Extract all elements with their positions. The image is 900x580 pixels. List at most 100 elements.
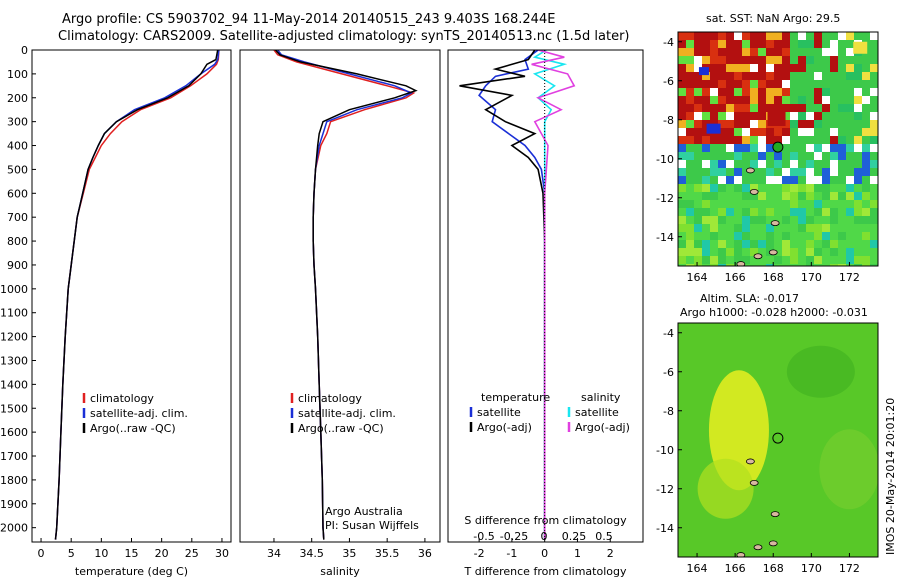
- sst-cell: [758, 240, 766, 248]
- sst-cell: [726, 264, 734, 266]
- map-y-tick-label: -4: [663, 327, 674, 340]
- sst-cell: [758, 184, 766, 192]
- sst-cell: [854, 112, 862, 120]
- sst-cell: [782, 40, 790, 48]
- sst-cell: [710, 256, 718, 264]
- sst-map-title: sat. SST: NaN Argo: 29.5: [706, 12, 840, 25]
- sst-cell: [782, 240, 790, 248]
- sst-cell: [766, 40, 774, 48]
- sst-cell: [766, 192, 774, 200]
- sst-cell: [774, 128, 782, 136]
- series-line: [277, 50, 414, 540]
- sst-cell: [806, 176, 814, 184]
- sst-cell: [686, 184, 694, 192]
- sst-cell: [854, 96, 862, 104]
- sst-cell: [814, 224, 822, 232]
- sst-cell: [702, 176, 710, 184]
- series-group: [54, 50, 220, 540]
- sst-cell: [742, 40, 750, 48]
- depth-tick-label: 600: [7, 187, 28, 200]
- sst-cell: [758, 80, 766, 88]
- sst-cell: [782, 128, 790, 136]
- sst-cell: [718, 72, 726, 80]
- sst-cell: [758, 128, 766, 136]
- x-tick-label: 10: [94, 547, 108, 560]
- sst-cell: [734, 232, 742, 240]
- sst-cell: [694, 136, 702, 144]
- sst-cell: [726, 88, 734, 96]
- sst-cell: [830, 256, 838, 264]
- sst-cell: [734, 32, 742, 40]
- sst-cell: [718, 176, 726, 184]
- x-top-tick-label: 0.5: [595, 530, 613, 543]
- sst-cell: [814, 88, 822, 96]
- sst-cell: [702, 136, 710, 144]
- legend-label: satellite: [477, 406, 521, 419]
- sst-cell: [766, 96, 774, 104]
- sst-cell: [830, 152, 838, 160]
- sst-cell: [822, 168, 830, 176]
- sst-cell: [686, 128, 694, 136]
- sst-cell: [830, 144, 838, 152]
- attribution-text: Argo Australia: [325, 505, 403, 518]
- sst-cell: [678, 104, 686, 112]
- sst-cell: [782, 192, 790, 200]
- sst-cell: [686, 192, 694, 200]
- sst-cell: [782, 200, 790, 208]
- sst-cell: [750, 200, 758, 208]
- sst-cell: [830, 40, 838, 48]
- sst-cell: [806, 208, 814, 216]
- sst-cell: [694, 248, 702, 256]
- sst-cell: [742, 200, 750, 208]
- sst-cell: [694, 48, 702, 56]
- sst-field: [678, 32, 878, 266]
- sst-cell: [742, 72, 750, 80]
- sst-cell: [862, 256, 870, 264]
- sst-cell: [726, 192, 734, 200]
- sst-cell: [686, 208, 694, 216]
- sst-cell: [782, 56, 790, 64]
- x-tick-label: -1: [506, 547, 517, 560]
- sst-cell: [782, 104, 790, 112]
- sst-cell: [678, 32, 686, 40]
- sst-cell: [790, 104, 798, 112]
- sst-cell: [782, 184, 790, 192]
- sst-cell: [702, 224, 710, 232]
- map-y-tick-label: -10: [656, 153, 674, 166]
- sst-cell: [702, 80, 710, 88]
- sst-cell: [806, 240, 814, 248]
- sst-cell: [766, 264, 774, 266]
- sst-cell: [846, 64, 854, 72]
- sst-cell: [734, 192, 742, 200]
- sst-cell: [686, 104, 694, 112]
- sst-cell: [710, 136, 718, 144]
- sst-cell: [742, 224, 750, 232]
- sst-cell: [774, 224, 782, 232]
- sst-cell: [806, 56, 814, 64]
- sst-cell: [774, 48, 782, 56]
- sst-cell: [694, 184, 702, 192]
- sst-cell: [702, 72, 710, 80]
- sst-cell: [766, 184, 774, 192]
- sst-cell: [750, 112, 758, 120]
- sst-cell: [686, 40, 694, 48]
- x-tick-label: 15: [125, 547, 139, 560]
- sst-cell: [830, 160, 838, 168]
- sst-cell: [686, 248, 694, 256]
- sst-cell: [822, 96, 830, 104]
- sst-cell: [710, 160, 718, 168]
- sst-cell: [710, 216, 718, 224]
- sst-cell: [854, 248, 862, 256]
- sst-cell: [686, 152, 694, 160]
- sst-cell: [814, 176, 822, 184]
- sst-cell: [734, 96, 742, 104]
- sst-cell: [734, 200, 742, 208]
- sst-cell: [814, 216, 822, 224]
- sst-cell: [846, 144, 854, 152]
- sst-cell: [702, 248, 710, 256]
- sst-cell: [686, 216, 694, 224]
- sst-cell: [758, 48, 766, 56]
- x-tick-label: 35.5: [375, 547, 400, 560]
- sst-cell: [718, 120, 726, 128]
- sst-cell: [766, 136, 774, 144]
